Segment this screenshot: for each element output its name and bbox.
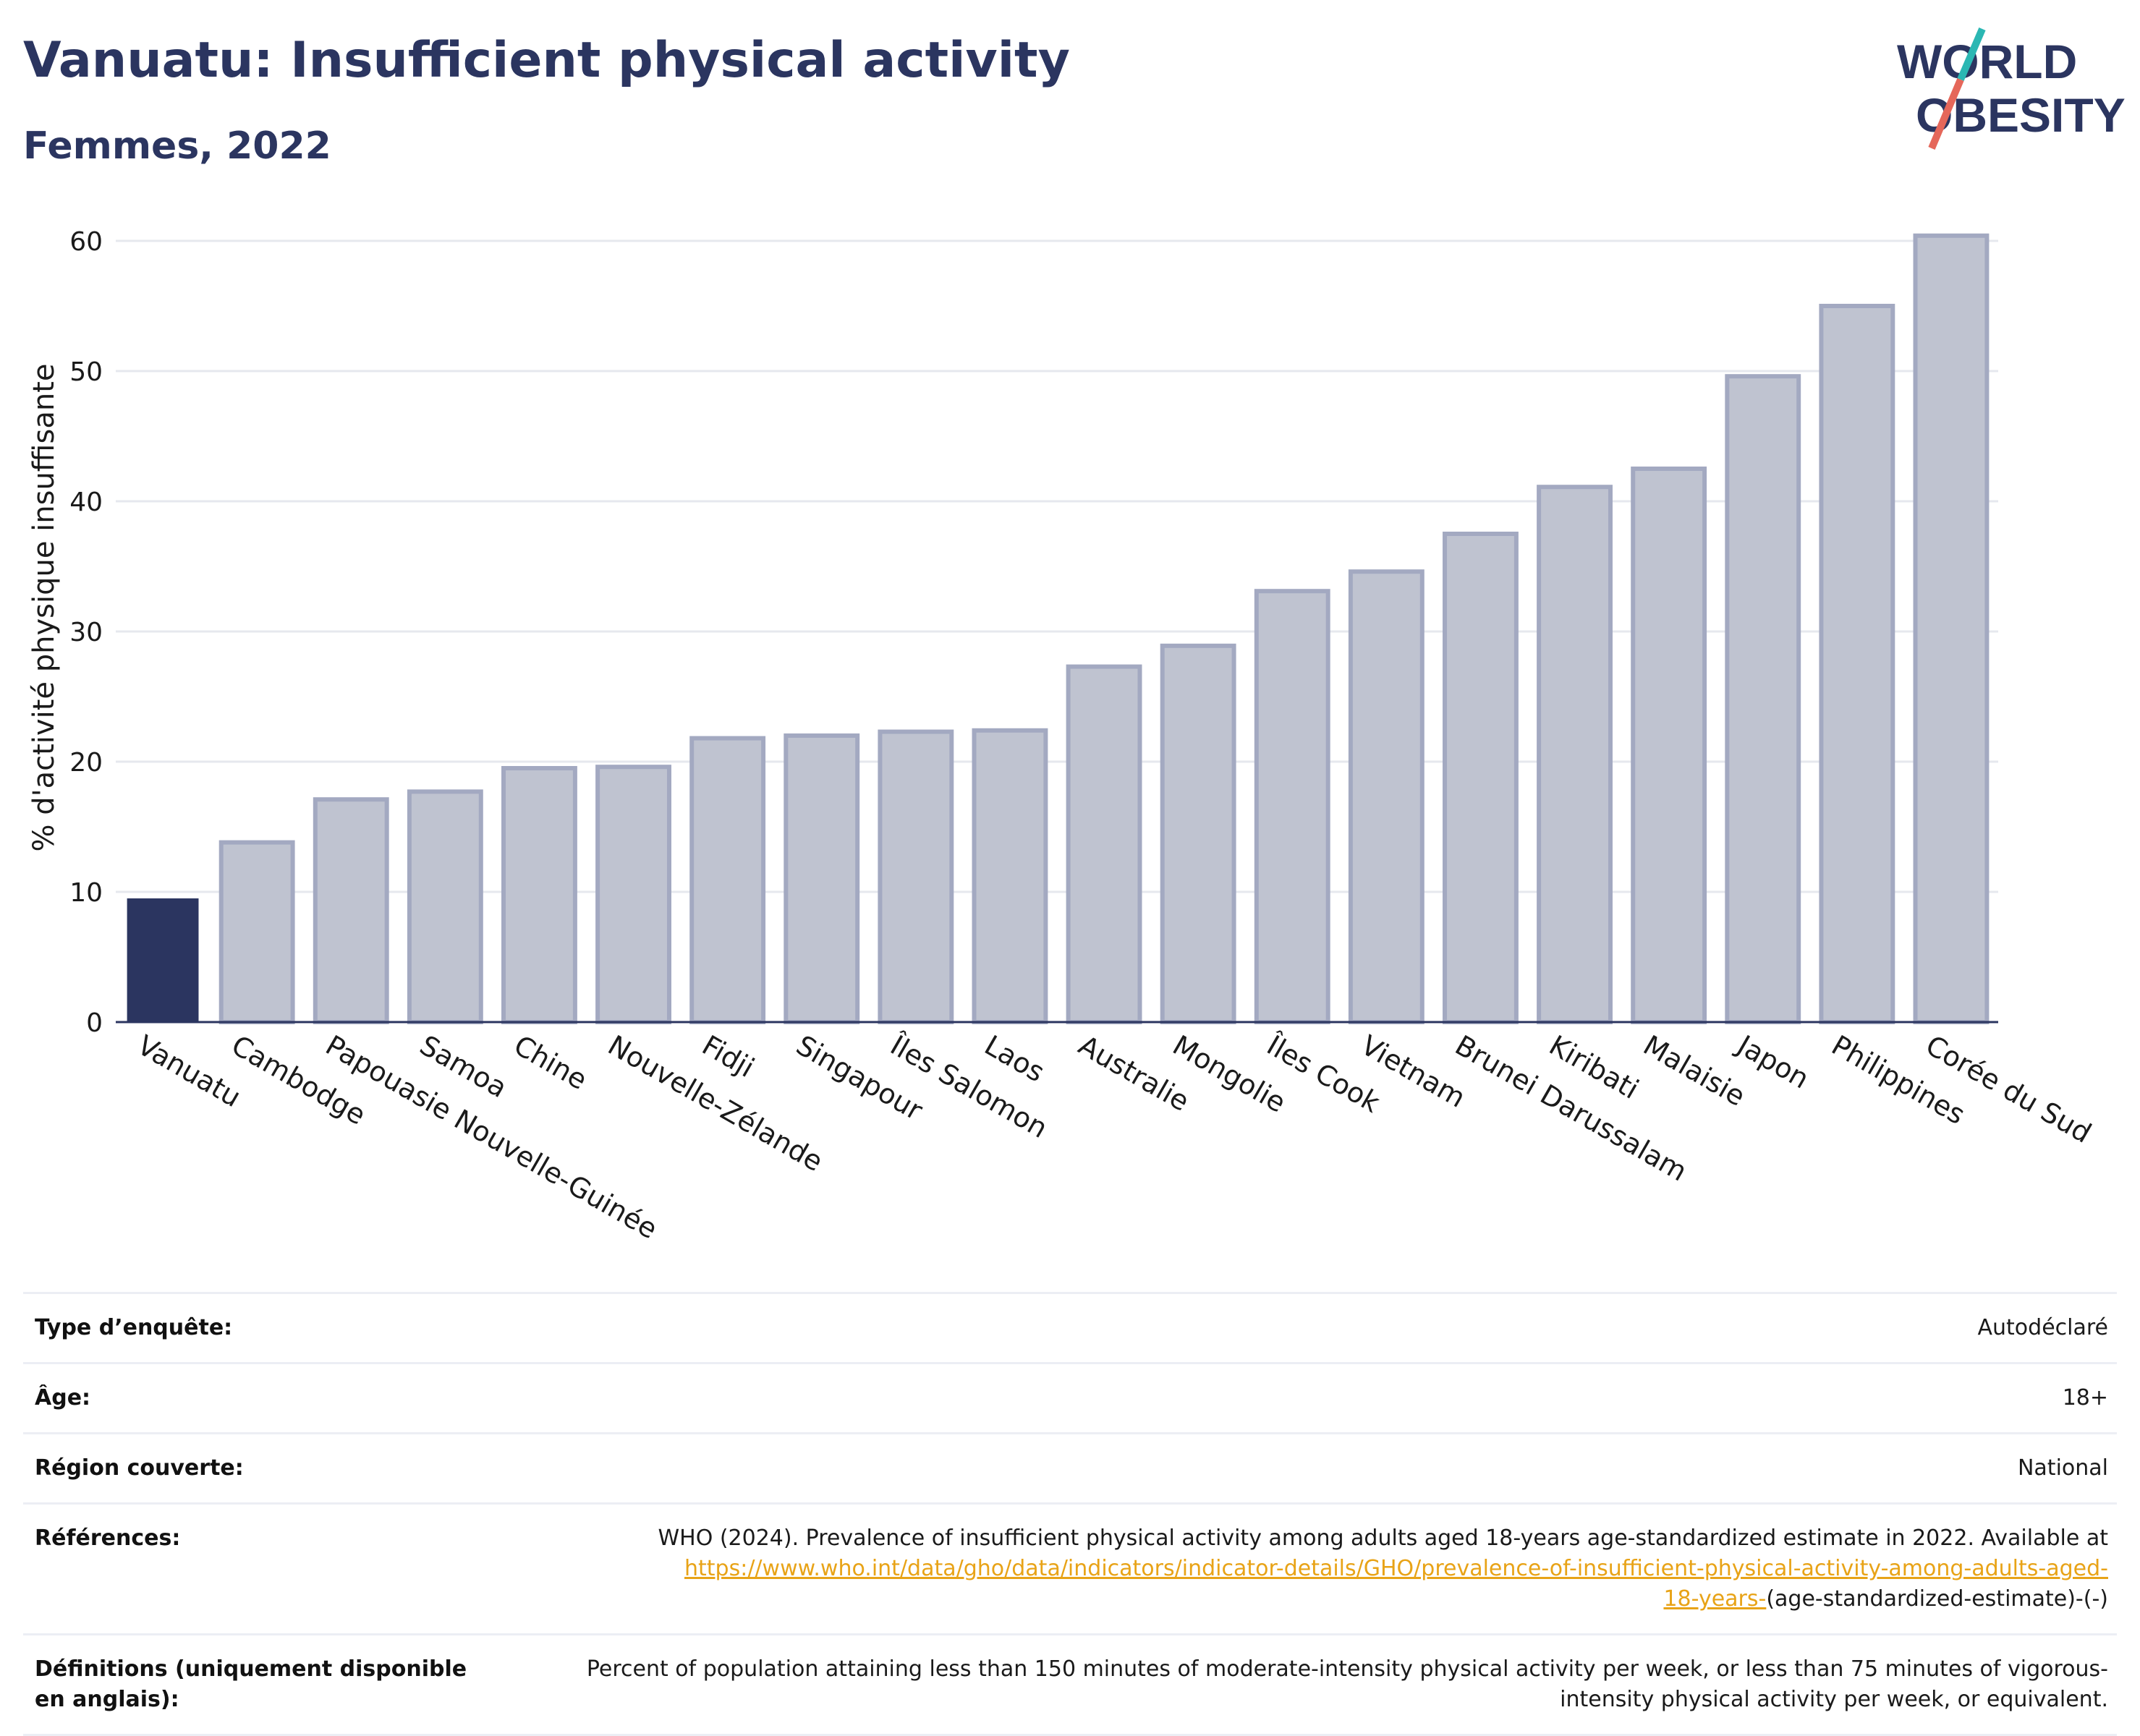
survey-type-value: Autodéclaré [1977,1315,2109,1340]
references-suffix: (age-standardized-estimate)-(-) [1766,1586,2108,1612]
y-tick-label: 50 [69,357,103,387]
bar-samoa [407,789,483,1025]
references-text: WHO (2024). Prevalence of insufficient p… [658,1526,2108,1551]
bar-vietnam [1348,569,1424,1024]
logo-slash-teal [1957,27,1986,81]
chart-subtitle: Femmes, 2022 [23,124,331,168]
y-axis-ticks: 0 10 20 30 40 50 60 [69,227,103,1038]
references-link-line1: https://www.who.int/data/gho/data/indica… [684,1556,2108,1581]
bar-papouasie-nouvelle-guin-e [313,797,389,1024]
bar-cambodge [218,840,295,1024]
y-tick-label: 20 [69,748,103,778]
bar-vanuatu [127,898,199,1022]
info-row-references: Références: WHO (2024). Prevalence of in… [23,1502,2117,1633]
x-tick-label: Malaisie [1638,1029,1751,1112]
x-tick-label: Vanuatu [132,1029,247,1113]
info-table: Type d’enquête: Autodéclaré Âge: 18+ Rég… [23,1292,2117,1736]
info-row-region: Région couverte: National [23,1432,2117,1502]
bars [127,233,1990,1025]
bar-malaisie [1631,467,1707,1024]
definitions-label: Définitions (uniquement disponible en an… [35,1656,467,1712]
references-label: Références: [35,1526,181,1551]
bar-brunei-darussalam [1443,532,1519,1024]
bar-australie [1066,664,1142,1024]
definitions-value: Percent of population attaining less tha… [586,1656,2108,1712]
y-tick-label: 10 [69,878,103,908]
bar-chine [501,766,577,1024]
x-tick-label: Laos [979,1029,1050,1089]
world-obesity-logo: WORLD OBESITY [1897,27,2126,150]
info-row-definitions: Définitions (uniquement disponible en an… [23,1633,2117,1736]
y-tick-label: 30 [69,618,103,647]
age-label: Âge: [35,1385,91,1410]
x-tick-label: Chine [509,1029,593,1096]
age-value: 18+ [2062,1385,2108,1410]
bar-japon [1725,374,1801,1024]
y-tick-label: 0 [86,1008,103,1038]
x-tick-label: Îles Salomon [884,1029,1053,1144]
y-axis-label: % d'activité physique insuffisante [27,364,61,852]
bar-laos [972,728,1048,1024]
survey-type-label: Type d’enquête: [35,1315,233,1340]
bar-cor-e-du-sud [1913,233,1990,1024]
chart-title: Vanuatu: Insufficient physical activity [23,32,1070,89]
references-value: WHO (2024). Prevalence of insufficient p… [498,1523,2108,1614]
gridlines [116,239,1998,893]
region-value: National [2017,1455,2108,1481]
references-link-line2: 18-years- [1663,1586,1767,1612]
region-label: Région couverte: [35,1455,244,1481]
info-row-survey-type: Type d’enquête: Autodéclaré [23,1292,2117,1362]
bar-mongolie [1160,643,1236,1024]
info-row-age: Âge: 18+ [23,1362,2117,1432]
references-link[interactable]: https://www.who.int/data/gho/data/indica… [684,1556,2108,1612]
x-tick-label: Fidji [697,1029,760,1084]
logo-slash-coral [1928,78,1964,150]
y-tick-label: 40 [69,488,103,517]
bar-philippines [1819,304,1895,1024]
bar--les-cook [1254,589,1330,1024]
bar-nouvelle-z-lande [595,765,671,1024]
bar-singapour [784,733,860,1024]
logo-line1: WORLD [1897,35,2077,88]
bar-fidji [689,736,766,1024]
bar--les-salomon [878,729,954,1024]
y-tick-label: 60 [69,227,103,257]
bar-kiribati [1537,485,1613,1024]
